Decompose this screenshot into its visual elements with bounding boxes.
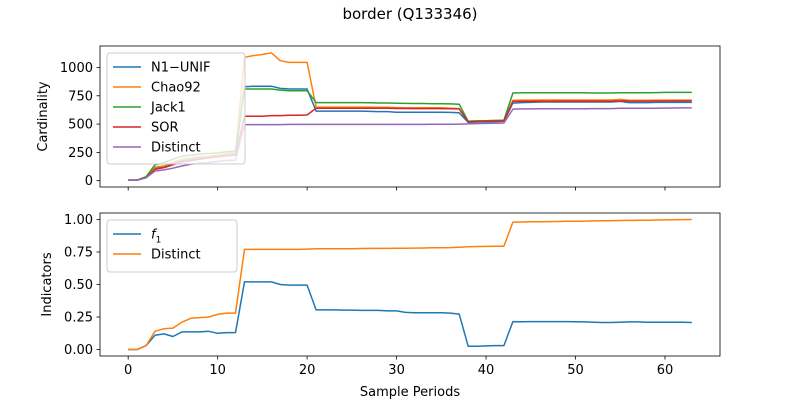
series-line-1-1	[128, 218, 692, 351]
y-axis-label: Cardinality	[36, 81, 51, 152]
y-tick-label: 0.50	[64, 278, 93, 293]
figure-title: border (Q133346)	[342, 5, 477, 23]
legend-label-text: Chao92	[151, 81, 201, 96]
legend-label: Distinct	[151, 248, 201, 263]
legend-label-text: f	[151, 228, 158, 243]
y-axis-label: Indicators	[40, 252, 55, 316]
axes-frame	[99, 45, 721, 188]
x-axis-label: Sample Periods	[360, 385, 460, 400]
x-tick-label: 0	[124, 363, 132, 378]
legend-label: Jack1	[150, 101, 186, 116]
y-tick-label: 500	[68, 118, 93, 133]
legend: f1 Distinct	[106, 219, 238, 273]
x-tick-label: 40	[478, 363, 495, 378]
legend-label: SOR	[151, 121, 179, 136]
y-tick-label: 1000	[60, 61, 93, 76]
y-tick-label: 0	[85, 174, 93, 189]
legend-label-subscript: 1	[156, 236, 162, 246]
y-tick-label: 250	[68, 146, 93, 161]
x-tick-label: 50	[567, 363, 584, 378]
legend-box	[106, 219, 238, 273]
legend-box	[106, 52, 246, 165]
legend-label-text: SOR	[151, 121, 179, 136]
legend: N1−UNIF Chao92 Jack1 SOR Distinct	[106, 52, 246, 165]
x-tick-label: 30	[388, 363, 405, 378]
legend-label-text: Distinct	[151, 141, 201, 156]
y-tick-label: 1.00	[64, 213, 93, 228]
y-tick-label: 0.25	[64, 311, 93, 326]
legend-label: f1	[151, 228, 161, 246]
indicators-panel: 0 10 20 30 40 50 60 0.00 0.25 0.50 0.75 1.00 Indicat…	[40, 212, 721, 400]
x-tick-label: 20	[299, 363, 316, 378]
cardinality-panel: 0 250 500 750 1000 Cardinality N1−UNIF Chao92 Ja…	[36, 45, 721, 191]
legend-label: Distinct	[151, 141, 201, 156]
x-tick-label: 60	[657, 363, 674, 378]
y-tick-label: 0.75	[64, 246, 93, 261]
x-tick-label: 10	[209, 363, 226, 378]
series-line-1-0	[128, 281, 692, 351]
legend-label-text: Distinct	[151, 248, 201, 263]
legend-label: Chao92	[151, 81, 201, 96]
legend-label-text: N1−UNIF	[151, 61, 210, 76]
legend-label: N1−UNIF	[151, 61, 210, 76]
y-tick-label: 750	[68, 89, 93, 104]
legend-label-text: Jack1	[150, 101, 186, 116]
y-tick-label: 0.00	[64, 343, 93, 358]
